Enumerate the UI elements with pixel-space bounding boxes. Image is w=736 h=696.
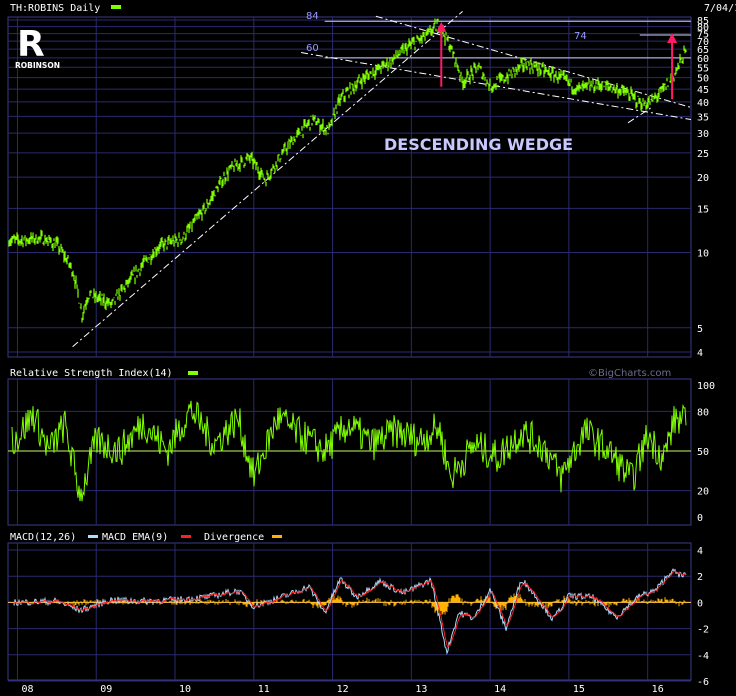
price-tick-label: 30 [697,129,709,140]
price-bars [8,18,687,323]
rsi-tick-label: 50 [697,447,709,458]
price-series [8,18,687,323]
macd-tick-label: 2 [697,572,703,583]
chart-title: TH:ROBINS Daily [10,3,100,14]
arrow-wedge-height-head [436,21,447,32]
price-tick-label: 50 [697,74,709,85]
divergence-legend-label: Divergence [204,532,264,543]
level-label-60: 60 [306,43,319,54]
rsi-series [8,400,691,502]
annotation-arrows [436,21,678,100]
rsi-tick-label: 20 [697,487,709,498]
x-axis: 08 09 10 11 12 13 14 15 16 [21,684,663,695]
wedge-upper-line [375,15,692,108]
logo-wordmark: ROBINSON [15,61,60,70]
rsi-tick-label: 80 [697,407,709,418]
price-tick-label: 15 [697,204,709,215]
macd-line [13,568,687,655]
x-tick-label: 12 [337,684,349,695]
rsi-tick-label: 0 [697,513,703,524]
level-label-84: 84 [306,11,319,22]
price-tick-label: 40 [697,98,709,109]
macd-tick-label: 4 [697,546,703,557]
x-tick-label: 16 [652,684,664,695]
price-panel-frame [7,16,692,358]
rsi-title: Relative Strength Index(14) [10,368,173,379]
macd-legend: MACD(12,26) MACD EMA(9) Divergence [10,532,282,543]
macd-series [8,568,691,655]
price-tick-label: 60 [697,54,709,65]
macd-legend-swatch [88,535,98,538]
macd-tick-label: -6 [697,677,709,688]
macd-ema-legend-label: MACD EMA(9) [102,532,168,543]
price-tick-label: 25 [697,149,709,160]
pattern-label: DESCENDING WEDGE [384,135,573,154]
price-tick-label: 35 [697,112,709,123]
support-line [627,107,652,124]
price-level-lines [324,20,691,59]
price-tick-label: 85 [697,16,709,27]
price-tick-label: 10 [697,248,709,259]
x-tick-label: 11 [258,684,270,695]
price-tick-label: 80 [697,23,709,34]
macd-y-axis: -6 -4 -2 0 2 4 [697,546,709,688]
arrow-target-head [667,33,678,44]
x-tick-label: 09 [100,684,112,695]
macd-tick-label: -2 [697,625,709,636]
macd-panel-frame [7,542,692,681]
rsi-y-axis: 0 20 50 80 100 [697,381,715,524]
watermark: ©BigCharts.com [588,368,671,379]
x-tick-label: 08 [21,684,33,695]
macd-tick-label: -4 [697,651,709,662]
macd-ema-line [13,570,687,649]
price-tick-label: 65 [697,45,709,56]
price-tick-label: 75 [697,30,709,41]
price-tick-label: 45 [697,85,709,96]
price-tick-label: 4 [697,348,703,359]
logo-letter: R [17,24,45,65]
robinson-logo: R ROBINSON [15,24,60,70]
price-tick-label: 70 [697,37,709,48]
price-tick-label: 20 [697,173,709,184]
x-tick-label: 15 [573,684,585,695]
macd-ema-legend-swatch [181,535,191,538]
price-legend-swatch [111,5,121,9]
price-tick-label: 5 [697,324,703,335]
chart-date: 7/04/16 [704,3,736,14]
x-tick-label: 13 [415,684,427,695]
price-tick-label: 55 [697,63,709,74]
macd-legend-label: MACD(12,26) [10,532,76,543]
x-tick-label: 14 [494,684,506,695]
rsi-legend-swatch [188,371,198,375]
rsi-tick-label: 100 [697,381,715,392]
macd-tick-label: 0 [697,598,703,609]
divergence-legend-swatch [272,535,282,538]
x-tick-label: 10 [179,684,191,695]
rsi-line [11,400,687,502]
rsi-panel-frame [7,378,692,526]
level-label-74: 74 [574,31,587,42]
